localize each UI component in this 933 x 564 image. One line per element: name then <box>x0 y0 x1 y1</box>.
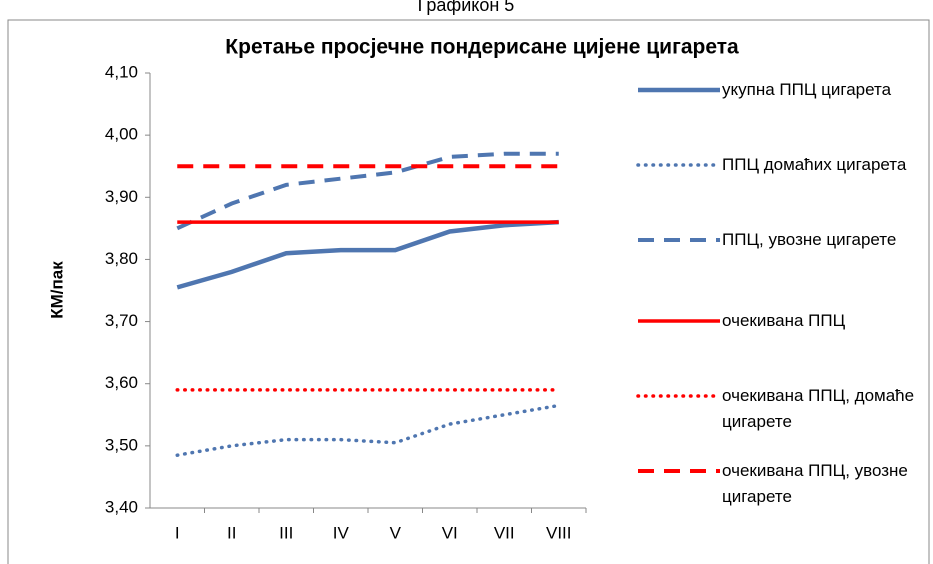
x-tick-label: VIII <box>546 523 572 542</box>
chart-border <box>7 19 930 564</box>
legend-label: очекивана ППЦ, увозне цигарете <box>722 461 908 506</box>
legend-label: укупна ППЦ цигарета <box>722 80 892 99</box>
y-tick-label: 3,60 <box>105 373 138 392</box>
y-axis-label: КМ/пак <box>47 261 66 319</box>
y-tick-label: 3,50 <box>105 435 138 454</box>
x-tick-label: IV <box>333 523 350 542</box>
x-tick-label: I <box>175 523 180 542</box>
legend-label: ППЦ домаћих цигарета <box>722 155 907 174</box>
y-tick-label: 3,40 <box>105 497 138 516</box>
caption: Графикон 5 <box>418 0 515 15</box>
x-tick-label: II <box>227 523 236 542</box>
x-tick-label: VII <box>494 523 515 542</box>
legend-label: очекивана ППЦ, домаће цигарете <box>722 386 915 431</box>
series-line <box>175 403 561 457</box>
x-tick-label: V <box>390 523 402 542</box>
y-tick-label: 3,80 <box>105 249 138 268</box>
legend-label: ППЦ, увозне цигарете <box>722 230 897 249</box>
legend-label: очекивана ППЦ <box>722 311 846 330</box>
chart-title: Кретање просјечне пондерисане цијене циг… <box>225 36 739 59</box>
y-tick-label: 4,10 <box>105 62 138 81</box>
x-tick-label: III <box>279 523 293 542</box>
y-tick-label: 3,70 <box>105 311 138 330</box>
y-tick-label: 4,00 <box>105 125 138 144</box>
y-tick-label: 3,90 <box>105 187 138 206</box>
x-tick-label: VI <box>442 523 458 542</box>
series-line <box>176 219 559 290</box>
